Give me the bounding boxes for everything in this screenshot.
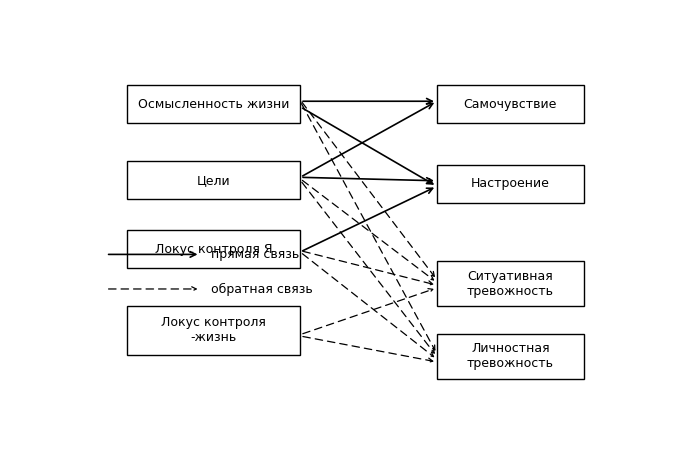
Text: Личностная
тревожность: Личностная тревожность [467, 343, 554, 370]
Text: прямая связь: прямая связь [211, 248, 299, 261]
FancyArrowPatch shape [302, 188, 433, 251]
FancyArrowPatch shape [303, 98, 432, 104]
FancyArrowPatch shape [303, 177, 432, 183]
Text: Ситуативная
тревожность: Ситуативная тревожность [467, 270, 554, 298]
FancyBboxPatch shape [127, 85, 300, 123]
FancyArrowPatch shape [302, 104, 435, 350]
Text: обратная связь: обратная связь [211, 282, 313, 295]
FancyArrowPatch shape [302, 254, 433, 357]
FancyBboxPatch shape [437, 85, 584, 123]
FancyBboxPatch shape [127, 230, 300, 268]
FancyArrowPatch shape [302, 102, 435, 276]
Text: Локус контроля Я: Локус контроля Я [155, 243, 273, 256]
FancyBboxPatch shape [437, 164, 584, 202]
FancyBboxPatch shape [127, 161, 300, 199]
FancyArrowPatch shape [303, 251, 433, 285]
Text: Осмысленность жизни: Осмысленность жизни [138, 97, 290, 110]
FancyBboxPatch shape [437, 261, 584, 306]
FancyArrowPatch shape [302, 104, 433, 176]
FancyBboxPatch shape [437, 334, 584, 379]
Text: Самочувствие: Самочувствие [464, 97, 557, 110]
FancyArrowPatch shape [303, 336, 433, 362]
Text: Локус контроля
-жизнь: Локус контроля -жизнь [161, 317, 266, 344]
FancyArrowPatch shape [302, 180, 433, 280]
FancyArrowPatch shape [303, 289, 433, 334]
FancyArrowPatch shape [302, 108, 433, 184]
FancyArrowPatch shape [302, 182, 434, 353]
Text: Настроение: Настроение [471, 177, 550, 190]
FancyBboxPatch shape [127, 306, 300, 355]
Text: Цели: Цели [197, 174, 231, 187]
